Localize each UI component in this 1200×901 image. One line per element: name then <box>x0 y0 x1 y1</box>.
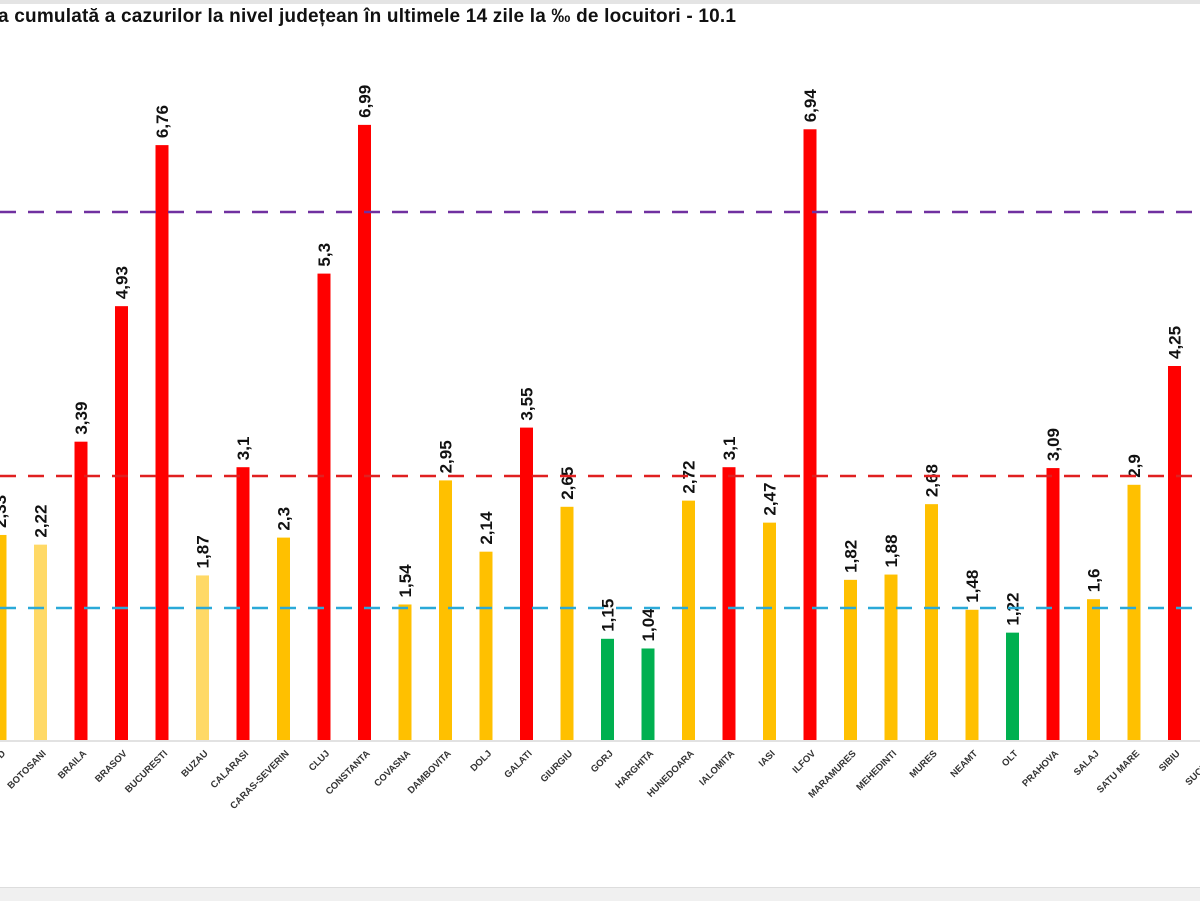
bar <box>398 604 412 740</box>
data-label: 5,3 <box>315 243 334 267</box>
chart-title: a cumulată a cazurilor la nivel județean… <box>0 6 737 27</box>
bar <box>682 500 695 740</box>
category-tick-label: SUCEAVA <box>1183 748 1200 788</box>
category-tick-label: BRAILA <box>56 748 89 781</box>
bar <box>439 480 452 740</box>
bar <box>1127 484 1141 740</box>
category-tick-label: IALOMITA <box>697 748 737 788</box>
data-label: 1,6 <box>1085 569 1104 593</box>
data-label: 3,39 <box>72 402 91 435</box>
bar <box>115 306 128 740</box>
data-label: 2,22 <box>32 505 51 538</box>
data-label: 2,9 <box>1125 454 1144 478</box>
data-label: 2,14 <box>477 511 496 545</box>
category-tick-label: CALARASI <box>209 748 251 790</box>
bar <box>884 574 898 740</box>
category-tick-label: COVASNA <box>372 748 413 789</box>
category-tick-label: SIBIU <box>1157 748 1183 774</box>
bar <box>34 544 47 740</box>
data-label: 1,88 <box>882 534 901 567</box>
data-label: 2,47 <box>761 483 780 516</box>
data-label: 3,09 <box>1044 428 1063 461</box>
bar <box>1168 366 1181 740</box>
data-label: 3,1 <box>720 437 739 461</box>
bar <box>0 534 7 740</box>
bottom-border <box>0 887 1200 901</box>
category-tick-label: MURES <box>908 748 940 780</box>
data-label: 2,68 <box>923 464 942 497</box>
data-label: 1,82 <box>842 540 861 573</box>
bar <box>1006 632 1019 740</box>
category-tick-label: GALATI <box>502 748 534 780</box>
bar <box>74 441 88 740</box>
category-tick-label: CLUJ <box>307 748 332 773</box>
data-label: 3,1 <box>234 437 253 461</box>
category-tick-label: GIURGIU <box>539 748 576 785</box>
bar <box>520 427 533 740</box>
category-tick-label: HARGHITA <box>613 748 656 791</box>
category-tick-label: BRASOV <box>93 748 130 785</box>
category-tick-label: IASI <box>757 748 778 769</box>
data-label: 1,04 <box>639 608 658 642</box>
category-tick-label: GORJ <box>589 748 616 775</box>
data-label: 1,54 <box>396 564 415 598</box>
data-label: 6,76 <box>153 105 172 138</box>
bar <box>763 522 776 740</box>
data-label: 2,65 <box>558 467 577 500</box>
category-tick-label: MEHEDINTI <box>854 748 899 793</box>
data-label: 2,95 <box>437 440 456 473</box>
data-label: 2,72 <box>680 461 699 494</box>
data-label: 4,25 <box>1166 326 1185 359</box>
category-tick-label: NEAMT <box>948 748 980 780</box>
data-label: 3,55 <box>518 388 537 421</box>
category-tick-label: OLT <box>1000 748 1021 769</box>
bar <box>1087 599 1100 740</box>
bar <box>317 273 331 740</box>
data-label: 6,94 <box>801 89 820 123</box>
bar <box>925 504 938 740</box>
bar <box>196 575 209 740</box>
bar <box>844 579 857 740</box>
category-tick-label: BOTOSANI <box>6 748 49 791</box>
category-tick-label: BUZAU <box>179 748 210 779</box>
data-label: 2,3 <box>275 507 294 531</box>
bar <box>601 638 614 740</box>
bar <box>479 551 493 740</box>
data-label: 1,48 <box>963 570 982 603</box>
data-label: 1,15 <box>599 599 618 632</box>
bar <box>1046 468 1060 740</box>
category-tick-label: DAMBOVITA <box>406 748 454 796</box>
bar <box>965 609 979 740</box>
data-label: 4,93 <box>113 266 132 299</box>
bar <box>358 124 371 740</box>
category-tick-label: BUCURESTI <box>123 748 170 795</box>
bar <box>722 467 736 740</box>
top-border <box>0 0 1200 4</box>
bar <box>155 145 169 740</box>
bar <box>641 648 655 740</box>
data-label: 2,33 <box>0 495 10 528</box>
data-label: 1,87 <box>194 535 213 568</box>
category-tick-label: SALAJ <box>1072 748 1102 778</box>
bar <box>803 129 817 740</box>
category-tick-label: SATU MARE <box>1095 748 1142 795</box>
bar <box>236 467 250 740</box>
data-label: 6,99 <box>356 85 375 118</box>
category-tick-label: ILFOV <box>791 748 819 776</box>
bar <box>277 537 290 740</box>
category-tick-label: DOLJ <box>468 748 494 774</box>
category-tick-label: PRAHOVA <box>1020 748 1061 789</box>
bar <box>560 506 574 740</box>
